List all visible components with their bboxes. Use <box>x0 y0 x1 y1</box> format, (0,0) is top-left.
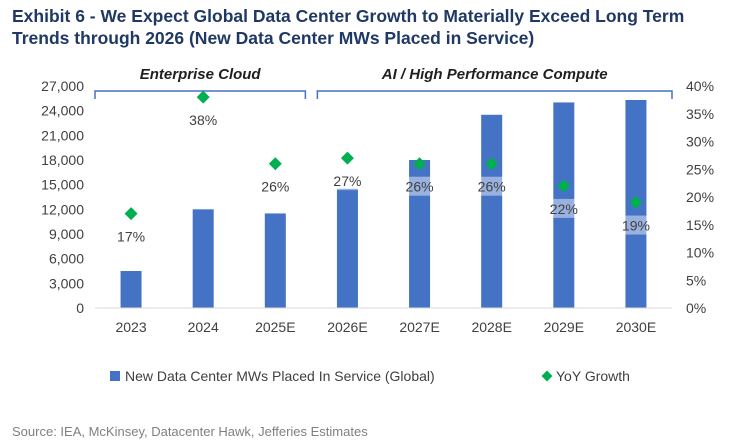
x-tick-label: 2029E <box>544 319 584 335</box>
y-left-tick-label: 9,000 <box>49 226 84 242</box>
growth-marker <box>268 157 282 171</box>
legend-swatch-growth <box>541 370 553 382</box>
x-tick-label: 2030E <box>616 319 656 335</box>
bracket-label: Enterprise Cloud <box>140 66 262 83</box>
x-tick-label: 2023 <box>115 319 146 335</box>
growth-marker <box>557 179 571 193</box>
growth-marker <box>196 90 210 104</box>
x-axis: 2023 2024 2025E 2026E 2027E 2028E 2029E 2030E <box>115 319 656 335</box>
y-left-tick-label: 0 <box>76 300 84 316</box>
bar <box>192 209 214 308</box>
bar <box>481 114 503 309</box>
x-tick-label: 2028E <box>471 319 511 335</box>
growth-marker <box>413 157 427 171</box>
data-label-bg <box>476 176 507 196</box>
bracket-label: AI / High Performance Compute <box>381 66 608 83</box>
growth-data-label: 26% <box>406 179 434 195</box>
growth-data-label: 26% <box>261 179 289 195</box>
y-left-tick-label: 21,000 <box>41 127 84 143</box>
y-right-tick-label: 20% <box>686 189 714 205</box>
bracket-line <box>316 90 673 99</box>
x-tick-label: 2027E <box>399 319 439 335</box>
y-right-tick-label: 30% <box>686 134 714 150</box>
growth-marker <box>629 196 643 210</box>
bar <box>264 213 286 308</box>
y-axis-right: 0% 5% 10% 15% 20% 25% 30% 35% 40% <box>686 78 714 316</box>
y-right-tick-label: 5% <box>686 272 706 288</box>
bar <box>336 188 358 308</box>
bracket-line <box>94 90 307 99</box>
data-label-bg <box>548 198 579 218</box>
growth-data-label: 38% <box>189 112 217 128</box>
y-left-tick-label: 12,000 <box>41 201 84 217</box>
data-label-bg <box>332 171 363 191</box>
legend-label-growth: YoY Growth <box>556 368 630 384</box>
growth-data-label: 27% <box>333 173 361 189</box>
growth-data-label: 26% <box>478 179 506 195</box>
y-right-tick-label: 0% <box>686 300 706 316</box>
y-left-tick-label: 24,000 <box>41 103 84 119</box>
chart-title: Exhibit 6 - We Expect Global Data Center… <box>12 6 685 48</box>
y-right-tick-label: 40% <box>686 78 714 94</box>
bar <box>409 160 431 308</box>
growth-marker <box>485 157 499 171</box>
brackets: Enterprise Cloud AI / High Performance Co… <box>94 66 673 99</box>
y-right-tick-label: 35% <box>686 106 714 122</box>
growth-data-label: 17% <box>117 229 145 245</box>
y-left-tick-label: 27,000 <box>41 78 84 94</box>
x-tick-label: 2024 <box>188 319 219 335</box>
source-note: Source: IEA, McKinsey, Datacenter Hawk, … <box>12 424 368 439</box>
bar <box>120 271 142 308</box>
growth-marker <box>124 207 138 221</box>
bar <box>553 102 575 308</box>
legend: New Data Center MWs Placed In Service (G… <box>110 368 630 384</box>
growth-data-label: 22% <box>550 201 578 217</box>
legend-swatch-bars <box>110 371 120 381</box>
y-left-tick-label: 3,000 <box>49 275 84 291</box>
y-left-tick-label: 18,000 <box>41 152 84 168</box>
growth-marker <box>340 151 354 165</box>
x-tick-label: 2025E <box>255 319 295 335</box>
legend-label-bars: New Data Center MWs Placed In Service (G… <box>125 368 435 384</box>
y-left-tick-label: 6,000 <box>49 251 84 267</box>
y-right-tick-label: 10% <box>686 245 714 261</box>
growth-data-label: 19% <box>622 218 650 234</box>
y-right-tick-label: 25% <box>686 161 714 177</box>
growth-markers: 17% 38% 26% 27% 26% 26% 22% 19% <box>117 90 651 245</box>
y-left-tick-label: 15,000 <box>41 177 84 193</box>
x-tick-label: 2026E <box>327 319 367 335</box>
data-label-bg <box>404 176 435 196</box>
data-label-bg <box>620 215 651 235</box>
y-axis-left: 0 3,000 6,000 9,000 12,000 15,000 18,000 21,000… <box>41 78 84 316</box>
y-right-tick-label: 15% <box>686 217 714 233</box>
